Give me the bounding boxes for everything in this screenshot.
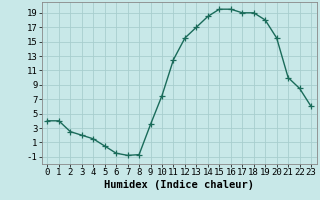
X-axis label: Humidex (Indice chaleur): Humidex (Indice chaleur)	[104, 180, 254, 190]
